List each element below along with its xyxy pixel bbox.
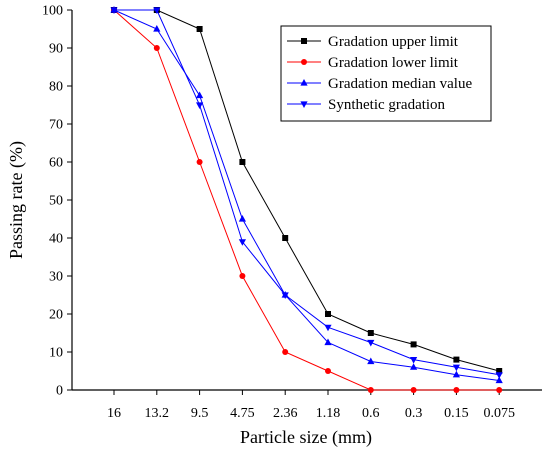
data-point (452, 364, 460, 372)
data-point (282, 235, 289, 241)
x-tick-label: 0.6 (362, 406, 380, 421)
data-point (196, 159, 203, 165)
data-point (324, 338, 332, 346)
y-tick-label: 0 (56, 384, 63, 399)
data-point (239, 273, 246, 279)
data-point (453, 356, 460, 363)
x-tick-label: 0.075 (483, 406, 515, 421)
data-point (410, 357, 418, 364)
series-line (113, 9, 500, 381)
series-2 (111, 7, 503, 393)
x-axis-title: Particle size (mm) (240, 427, 372, 448)
data-point (452, 370, 460, 378)
legend-marker (300, 101, 308, 108)
data-point (410, 363, 418, 370)
legend-label: Synthetic gradation (328, 97, 446, 113)
data-point (453, 387, 460, 393)
data-point (238, 215, 246, 222)
data-point (495, 372, 503, 379)
legend-entry: Synthetic gradation (287, 97, 446, 113)
x-tick-label: 9.5 (191, 406, 209, 421)
data-point (496, 368, 503, 374)
axes-layer: 0 10 20 30 40 50 60 70 80 90 100 16 13.2 9.5 4.75 2.36 1… (42, 4, 542, 421)
y-tick-label: 100 (42, 4, 63, 19)
y-tick-label: 90 (49, 42, 63, 57)
legend-label: Gradation upper limit (328, 34, 459, 50)
y-tick-label: 80 (49, 80, 63, 95)
y-tick-label: 10 (49, 346, 63, 361)
x-tick-label: 1.18 (316, 406, 341, 421)
y-tick-label: 30 (49, 270, 63, 285)
data-point (196, 102, 204, 109)
data-point (410, 341, 417, 348)
series-line (114, 9, 500, 376)
data-point (153, 7, 161, 14)
x-tick-label: 4.75 (230, 406, 255, 421)
data-point (238, 239, 246, 246)
legend-entry: Gradation lower limit (287, 55, 459, 71)
legend-label: Gradation lower limit (328, 55, 459, 71)
legend-marker (301, 59, 307, 65)
data-point (239, 159, 246, 165)
x-tick-label: 0.3 (405, 406, 423, 421)
data-point (496, 387, 503, 393)
data-point (324, 324, 332, 332)
data-point (410, 387, 417, 393)
data-point (110, 7, 118, 14)
series-line (114, 9, 500, 372)
data-point (367, 330, 374, 336)
data-point (325, 311, 331, 317)
series-line (113, 9, 500, 391)
y-tick-label: 40 (49, 232, 63, 247)
data-point (196, 26, 203, 32)
series-4 (110, 7, 503, 379)
legend-entry: Gradation upper limit (287, 34, 459, 50)
legend-box (280, 25, 492, 122)
y-tick-label: 50 (49, 194, 63, 209)
data-point (367, 357, 375, 365)
data-point (281, 292, 289, 299)
x-tick-label: 2.36 (273, 406, 298, 421)
x-tick-label: 16 (107, 406, 121, 421)
x-tick-label: 13.2 (145, 406, 170, 421)
y-tick-label: 60 (49, 156, 63, 171)
x-tick-label: 0.15 (444, 406, 469, 421)
data-point (196, 91, 204, 99)
data-point (367, 387, 374, 393)
data-point (495, 376, 503, 384)
y-tick-label: 20 (49, 308, 63, 323)
legend-entry: Gradation median value (287, 76, 472, 92)
data-point (153, 45, 160, 51)
legend-marker (301, 38, 307, 44)
data-point (325, 368, 331, 374)
data-point (153, 25, 161, 32)
data-point (367, 339, 375, 347)
y-tick-label: 70 (49, 118, 63, 133)
legend-label: Gradation median value (328, 76, 472, 92)
series-layer (110, 6, 503, 393)
legend-marker (300, 79, 308, 86)
data-point (282, 349, 289, 355)
y-axis-title: Passing rate (%) (6, 141, 27, 259)
legend: Gradation upper limit Gradation lower lim… (280, 25, 492, 122)
